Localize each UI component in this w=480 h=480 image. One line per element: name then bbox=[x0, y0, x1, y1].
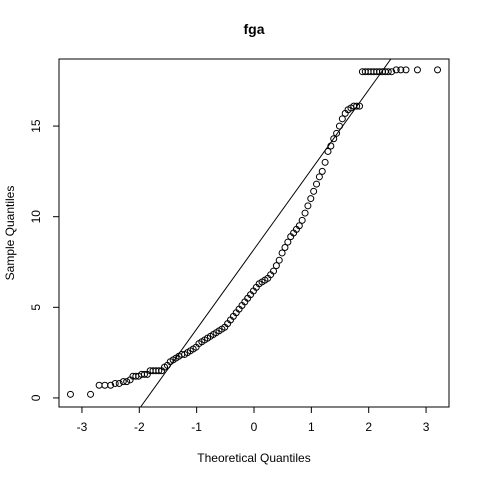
data-point bbox=[435, 67, 441, 73]
data-point bbox=[334, 130, 340, 136]
data-point bbox=[322, 159, 328, 165]
data-point bbox=[102, 382, 108, 388]
data-point bbox=[305, 203, 311, 209]
data-point bbox=[311, 188, 317, 194]
data-point bbox=[308, 196, 314, 202]
y-tick-label: 15 bbox=[29, 119, 43, 133]
data-point bbox=[319, 168, 325, 174]
y-tick-label: 10 bbox=[29, 210, 43, 224]
x-tick-label: 3 bbox=[423, 420, 430, 434]
x-tick-label: 1 bbox=[308, 420, 315, 434]
data-point bbox=[88, 391, 94, 397]
data-point bbox=[336, 123, 342, 129]
reference-line-layer bbox=[141, 59, 391, 407]
data-point bbox=[96, 382, 102, 388]
data-point bbox=[302, 210, 308, 216]
x-tick-label: -3 bbox=[77, 420, 88, 434]
data-point bbox=[299, 217, 305, 223]
y-axis-label: Sample Quantiles bbox=[3, 186, 17, 281]
x-tick-label: 0 bbox=[251, 420, 258, 434]
y-tick-label: 0 bbox=[29, 394, 43, 401]
plot-frame bbox=[59, 59, 449, 407]
points-layer bbox=[67, 67, 440, 397]
data-point bbox=[314, 181, 320, 187]
qq-reference-line bbox=[141, 59, 391, 407]
data-point bbox=[414, 67, 420, 73]
chart-title: fga bbox=[244, 21, 265, 37]
data-point bbox=[276, 257, 282, 263]
x-axis-label: Theoretical Quantiles bbox=[197, 451, 310, 465]
x-tick-label: -2 bbox=[134, 420, 145, 434]
x-tick-label: -1 bbox=[191, 420, 202, 434]
x-tick-label: 2 bbox=[365, 420, 372, 434]
y-axis: 0 5 10 15 bbox=[29, 119, 59, 401]
y-tick-label: 5 bbox=[29, 304, 43, 311]
data-point bbox=[67, 391, 73, 397]
x-axis: -3 -2 -1 0 1 2 3 bbox=[77, 407, 430, 434]
